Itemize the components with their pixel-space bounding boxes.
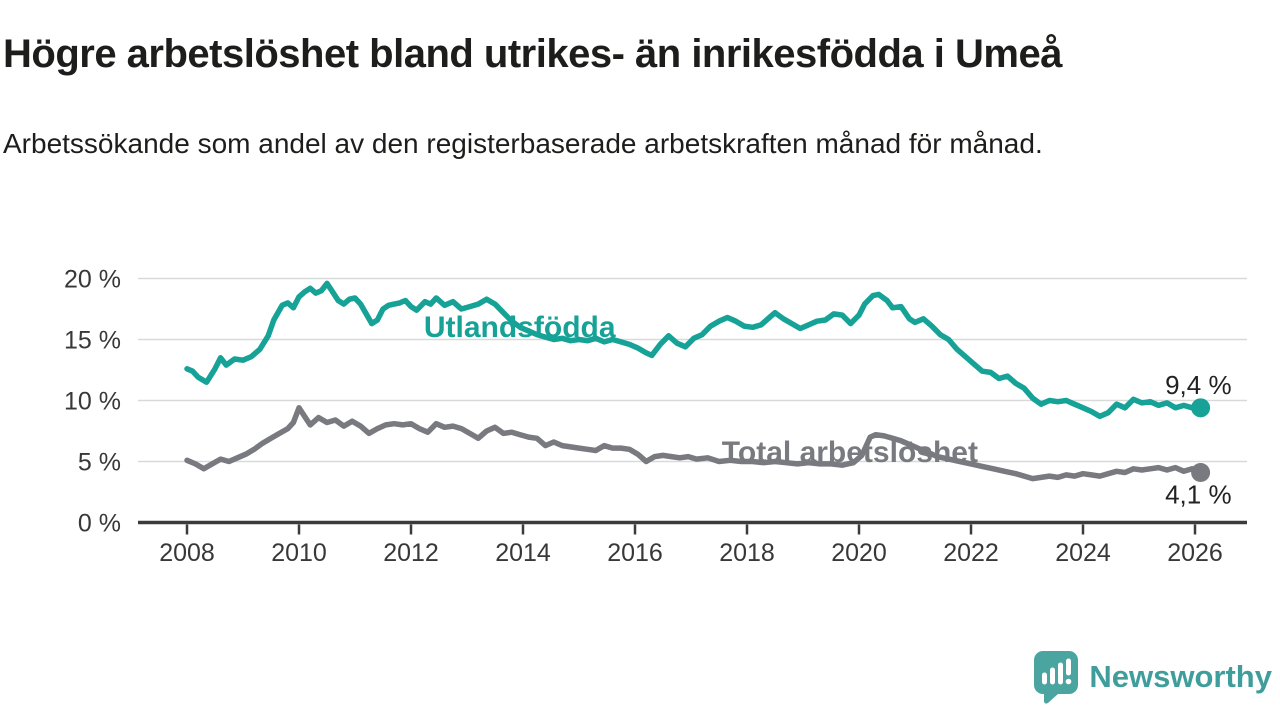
chart-subtitle: Arbetssökande som andel av den registerb… — [3, 128, 1043, 159]
x-axis-tick-label: 2024 — [1055, 539, 1111, 567]
speech-bubble — [1034, 651, 1079, 704]
y-axis-tick-label: 10 % — [64, 388, 121, 416]
x-axis-tick-label: 2016 — [607, 539, 663, 567]
y-axis-tick-label: 5 % — [78, 449, 121, 477]
series-end-dot — [1191, 462, 1211, 482]
series-inline-label: Utlandsfödda — [424, 311, 616, 344]
exclamation-dot — [1066, 678, 1072, 685]
y-axis-tick-label: 20 % — [64, 266, 121, 294]
speech-bubble-bar-chart-icon — [1034, 651, 1079, 704]
x-axis-tick-label: 2018 — [719, 539, 775, 567]
logo-text: Newsworthy — [1089, 659, 1272, 694]
x-axis-tick-label: 2012 — [383, 539, 439, 567]
series-line — [184, 280, 1204, 420]
x-axis-tick-label: 2010 — [271, 539, 327, 567]
y-axis-tick-label: 0 % — [78, 510, 121, 538]
series-inline-label: Total arbetslöshet — [722, 436, 978, 469]
x-axis-tick-label: 2022 — [943, 539, 999, 567]
newsworthy-logo: Newsworthy — [1033, 650, 1272, 704]
y-axis-tick-label: 15 % — [64, 327, 121, 355]
end-value-label: 9,4 % — [1165, 370, 1232, 400]
x-axis-tick-label: 2026 — [1167, 539, 1223, 567]
end-value-label: 4,1 % — [1165, 479, 1232, 509]
bar-chart-glyph — [1042, 658, 1072, 685]
x-axis-tick-label: 2020 — [831, 539, 887, 567]
series-end-dot — [1191, 398, 1211, 418]
series-line — [184, 405, 1204, 482]
page-title: Högre arbetslöshet bland utrikes- än inr… — [3, 32, 1062, 76]
x-axis-tick-label: 2008 — [159, 539, 215, 567]
x-axis-tick-label: 2014 — [495, 539, 551, 567]
